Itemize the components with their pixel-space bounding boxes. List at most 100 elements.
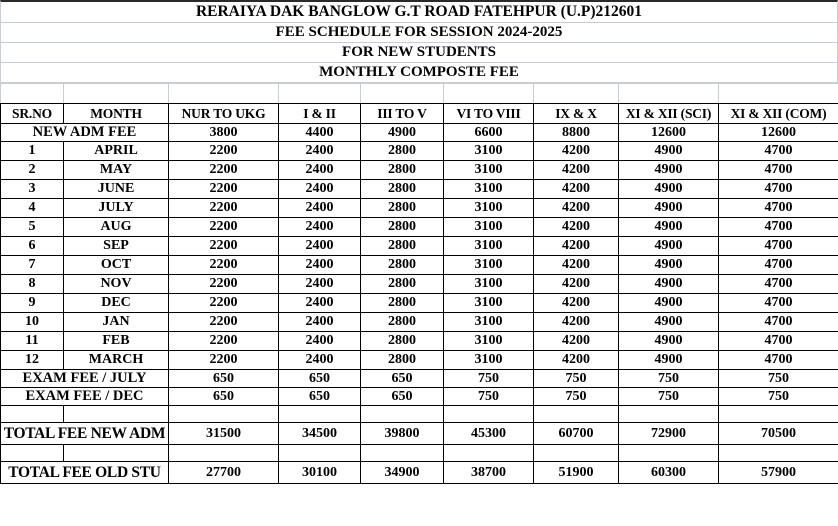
fee-cell: 4900 [618,350,719,370]
sr-no-cell: 6 [0,236,64,256]
session-title: FEE SCHEDULE FOR SESSION 2024-2025 [1,23,837,43]
fee-cell: 750 [533,369,619,388]
fee-cell: 39800 [360,422,444,445]
fee-cell: 2800 [360,293,444,313]
fee-cell: 2400 [278,293,361,313]
empty-cell [718,405,838,423]
fee-cell: 650 [278,387,361,406]
month-cell: JULY [63,198,169,218]
row-label-cell: TOTAL FEE NEW ADM [0,422,169,445]
fee-cell: 4700 [718,141,838,161]
fee-cell: 4700 [718,160,838,180]
grid-spacer-cell [443,83,534,104]
fee-cell: 4700 [718,274,838,294]
fee-cell: 4900 [360,123,444,142]
fee-cell: 8800 [533,123,619,142]
fee-cell: 30100 [278,461,361,484]
month-row: 4 JULY 2200 2400 2800 3100 4200 4900 470… [0,198,838,218]
fee-cell: 750 [443,387,534,406]
fee-cell: 4900 [618,331,719,351]
fee-cell: 31500 [168,422,279,445]
fee-cell: 60300 [618,461,719,484]
fee-cell: 4200 [533,312,619,332]
month-cell: SEP [63,236,169,256]
sr-no-cell: 9 [0,293,64,313]
month-cell: DEC [63,293,169,313]
merged-label-row: NEW ADM FEE 3800 4400 4900 6600 8800 126… [0,123,838,142]
empty-row [0,405,838,423]
fee-cell: 4200 [533,331,619,351]
month-row: 9 DEC 2200 2400 2800 3100 4200 4900 4700 [0,293,838,313]
sr-no-cell: 11 [0,331,64,351]
col-header-month: MONTH [63,103,169,124]
empty-cell [533,444,619,462]
fee-cell: 72900 [618,422,719,445]
fee-cell: 750 [533,387,619,406]
month-cell: NOV [63,274,169,294]
fee-cell: 4200 [533,198,619,218]
fee-cell: 4200 [533,217,619,237]
empty-cell [443,444,534,462]
month-row: 5 AUG 2200 2400 2800 3100 4200 4900 4700 [0,217,838,237]
fee-cell: 4900 [618,293,719,313]
month-row: 7 OCT 2200 2400 2800 3100 4200 4900 4700 [0,255,838,275]
fee-cell: 650 [360,387,444,406]
fee-cell: 2400 [278,312,361,332]
empty-row [0,444,838,462]
month-cell: AUG [63,217,169,237]
sr-no-cell: 5 [0,217,64,237]
fee-cell: 38700 [443,461,534,484]
fee-cell: 2800 [360,274,444,294]
fee-cell: 4700 [718,350,838,370]
fee-cell: 4400 [278,123,361,142]
empty-cell [63,444,169,462]
month-row: 1 APRIL 2200 2400 2800 3100 4200 4900 47… [0,141,838,161]
grid-spacer-row [0,83,838,104]
empty-cell [718,444,838,462]
empty-cell [63,405,169,423]
fee-cell: 3100 [443,312,534,332]
fee-cell: 2800 [360,255,444,275]
row-label-cell: EXAM FEE / DEC [0,387,169,406]
fee-cell: 3100 [443,141,534,161]
fee-cell: 2400 [278,141,361,161]
fee-cell: 4200 [533,236,619,256]
fee-cell: 60700 [533,422,619,445]
fee-cell: 3100 [443,198,534,218]
fee-cell: 27700 [168,461,279,484]
fee-cell: 4900 [618,255,719,275]
fee-cell: 2400 [278,236,361,256]
grid-spacer-cell [168,83,279,104]
fee-type-title: MONTHLY COMPOSTE FEE [1,63,837,83]
fee-cell: 3100 [443,274,534,294]
grid-spacer-cell [533,83,619,104]
month-row: 6 SEP 2200 2400 2800 3100 4200 4900 4700 [0,236,838,256]
fee-cell: 2400 [278,217,361,237]
empty-cell [618,444,719,462]
fee-cell: 4700 [718,255,838,275]
fee-cell: 750 [618,369,719,388]
grid-spacer-cell [63,83,169,104]
fee-cell: 750 [718,369,838,388]
fee-cell: 650 [168,387,279,406]
fee-cell: 3100 [443,217,534,237]
fee-cell: 2200 [168,236,279,256]
grid-spacer-cell [718,83,838,104]
col-header-ix-x: IX & X [533,103,619,124]
fee-cell: 2400 [278,198,361,218]
fee-cell: 2400 [278,350,361,370]
grid-spacer-cell [278,83,361,104]
empty-cell [360,444,444,462]
row-label-cell: TOTAL FEE OLD STU [0,461,169,484]
month-row: 12 MARCH 2200 2400 2800 3100 4200 4900 4… [0,350,838,370]
fee-cell: 2200 [168,331,279,351]
fee-cell: 3100 [443,293,534,313]
sr-no-cell: 2 [0,160,64,180]
fee-cell: 650 [168,369,279,388]
title-block: RERAIYA DAK BANGLOW G.T ROAD FATEHPUR (U… [0,0,838,83]
col-header-xi-xii-sci: XI & XII (SCI) [618,103,719,124]
fee-cell: 4700 [718,312,838,332]
sr-no-cell: 10 [0,312,64,332]
fee-cell: 4900 [618,141,719,161]
fee-cell: 4700 [718,331,838,351]
